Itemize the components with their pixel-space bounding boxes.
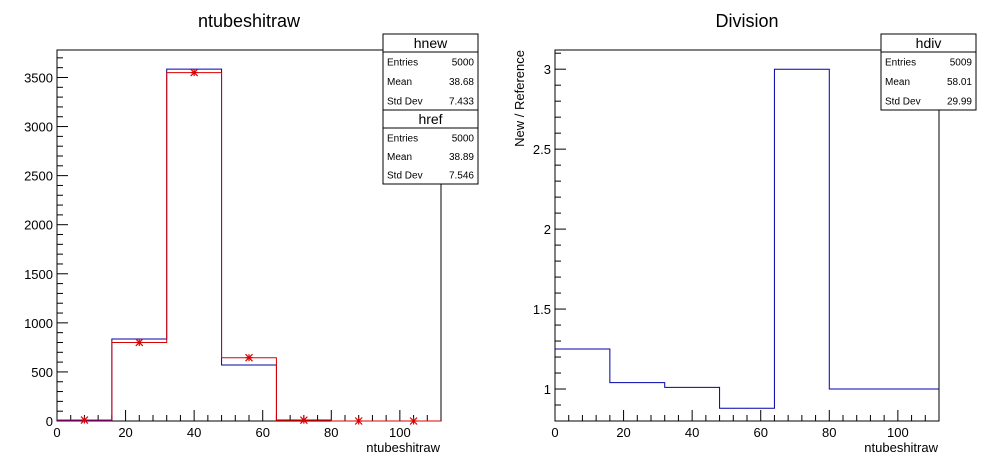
y-tick-label: 1000 — [24, 316, 53, 331]
stats-value: 38.89 — [449, 152, 474, 163]
x-tick-label: 20 — [616, 425, 630, 440]
x-tick-label: 80 — [822, 425, 836, 440]
y-tick-label: 500 — [31, 365, 53, 380]
y-tick-label: 2500 — [24, 169, 53, 184]
stats-label: Std Dev — [387, 96, 423, 107]
y-tick-label: 1500 — [24, 267, 53, 282]
y-axis-label: New / Reference — [512, 50, 527, 147]
y-tick-label: 3000 — [24, 120, 53, 135]
x-tick-label: 40 — [187, 425, 201, 440]
stats-value: 38.68 — [449, 77, 474, 88]
stats-box-hnew: hnew Entries 5000 Mean 38.68 Std Dev 7.433 — [382, 33, 479, 111]
stats-value: 5000 — [452, 133, 475, 144]
stats-label: Mean — [387, 77, 412, 88]
x-tick-label: 100 — [389, 425, 411, 440]
stats-value: 7.546 — [449, 171, 474, 182]
y-tick-label: 1.5 — [533, 302, 551, 317]
x-tick-label: 0 — [53, 425, 60, 440]
series-href-marker — [354, 417, 363, 425]
series-href-marker — [409, 417, 418, 425]
series-href-marker — [299, 416, 308, 425]
stats-box-frame — [382, 109, 479, 185]
x-tick-label: 0 — [551, 425, 558, 440]
stats-value: 5009 — [950, 58, 973, 69]
x-tick-label: 80 — [324, 425, 338, 440]
x-axis-label: ntubeshitraw — [366, 440, 440, 455]
division-histogram-panel: Division 0 20 40 60 80 100 1 1.5 2 2.5 3 ntubeshitra… — [512, 11, 977, 455]
y-tick-label: 2.5 — [533, 142, 551, 157]
y-tick-label: 1 — [544, 382, 551, 397]
stats-label: Std Dev — [885, 96, 921, 107]
chart-title: ntubeshitraw — [198, 11, 301, 31]
series-hdiv-line — [555, 68, 939, 409]
stats-value: 29.99 — [947, 96, 972, 107]
series-href-marker — [245, 353, 253, 362]
y-tick-label: 2000 — [24, 218, 53, 233]
stats-label: Entries — [885, 58, 916, 69]
stats-value: 5000 — [452, 58, 475, 69]
x-tick-label: 100 — [887, 425, 909, 440]
stats-value: 7.433 — [449, 96, 474, 107]
x-tick-label: 60 — [753, 425, 767, 440]
x-tick-label: 40 — [685, 425, 699, 440]
stats-box-title: hnew — [414, 35, 448, 51]
stats-box-title: href — [418, 111, 442, 127]
y-tick-label: 3 — [544, 62, 551, 77]
stats-label: Entries — [387, 58, 418, 69]
x-tick-label: 20 — [118, 425, 132, 440]
series-href-line — [57, 72, 441, 422]
x-axis-label: ntubeshitraw — [864, 440, 938, 455]
stats-label: Std Dev — [387, 171, 423, 182]
y-tick-label: 2 — [544, 222, 551, 237]
x-tick-label: 60 — [255, 425, 269, 440]
stats-label: Mean — [885, 77, 910, 88]
series-href-marker — [80, 416, 89, 424]
stats-label: Mean — [387, 152, 412, 163]
stats-box-title: hdiv — [916, 35, 942, 51]
y-tick-label: 3500 — [24, 70, 53, 85]
stats-label: Entries — [387, 133, 418, 144]
chart-title: Division — [715, 11, 778, 31]
y-tick-label: 0 — [46, 414, 53, 429]
stats-value: 58.01 — [947, 77, 972, 88]
stats-box-frame — [382, 33, 479, 111]
series-href-marker — [135, 338, 144, 347]
series-href-marker — [190, 68, 199, 77]
stats-box-frame — [880, 33, 977, 111]
